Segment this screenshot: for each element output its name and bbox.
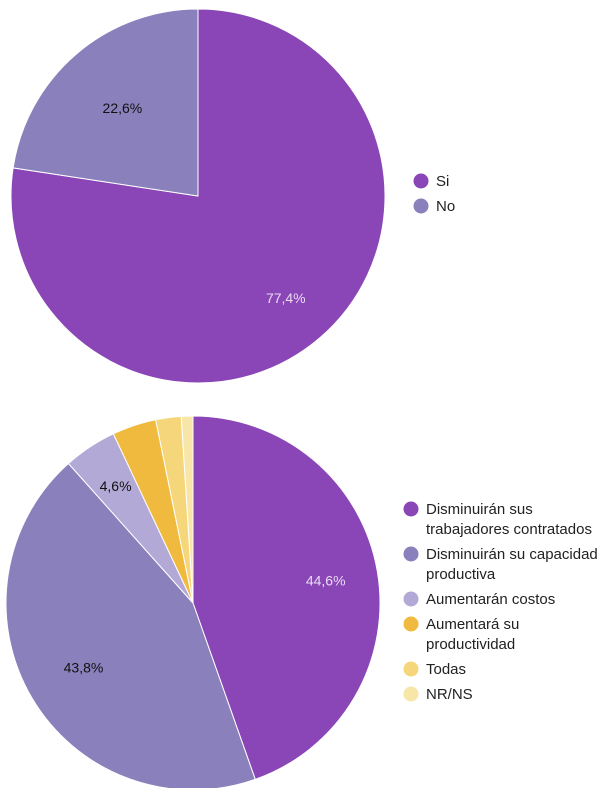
legend-label-aumentaran-costos: Aumentarán costos bbox=[426, 591, 555, 608]
legend-label-no: No bbox=[436, 198, 455, 215]
pie-chart-1: 77,4% 22,6% Si No bbox=[10, 8, 455, 384]
legend-label-si: Si bbox=[436, 173, 449, 190]
legend-label-disminuiran-su-capacidad-productiva: productiva bbox=[426, 566, 496, 583]
pie-slice-nr-ns bbox=[180, 415, 194, 604]
slice-label-no: 22,6% bbox=[103, 100, 143, 116]
legend-marker-nr-ns bbox=[403, 686, 419, 702]
legend-marker-aumentara-su-productividad bbox=[403, 616, 419, 632]
pie-slice-disminuiran-su-capacidad-productiva bbox=[5, 462, 256, 788]
legend-label-disminuiran-su-capacidad-productiva: Disminuirán su capacidad bbox=[426, 546, 598, 563]
slice-label-disminuiran-sus-trabajadores-contratados: 44,6% bbox=[306, 572, 346, 588]
legend-label-nr-ns: NR/NS bbox=[426, 686, 473, 703]
legend-marker-no bbox=[413, 198, 429, 214]
legend-marker-si bbox=[413, 173, 429, 189]
legend-marker-disminuiran-sus-trabajadores-contratados bbox=[403, 501, 419, 517]
legend-label-todas: Todas bbox=[426, 661, 466, 678]
legend-label-disminuiran-sus-trabajadores-contratados: Disminuirán sus bbox=[426, 501, 533, 518]
pie-slice-disminuiran-sus-trabajadores-contratados bbox=[192, 415, 381, 780]
legend-marker-disminuiran-su-capacidad-productiva bbox=[403, 546, 419, 562]
slice-label-si: 77,4% bbox=[266, 290, 306, 306]
slice-label-disminuiran-su-capacidad-productiva: 43,8% bbox=[64, 660, 104, 676]
slice-label-aumentaran-costos: 4,6% bbox=[100, 478, 132, 494]
pie-slice-no bbox=[12, 8, 199, 197]
legend-label-aumentara-su-productividad: Aumentará su bbox=[426, 616, 519, 633]
legend-marker-todas bbox=[403, 661, 419, 677]
legend-label-disminuiran-sus-trabajadores-contratados: trabajadores contratados bbox=[426, 521, 592, 538]
pie-chart-2: 44,6% 43,8% 4,6% Disminuirán sus trabajadore… bbox=[5, 415, 598, 788]
legend-label-aumentara-su-productividad: productividad bbox=[426, 636, 515, 653]
legend-marker-aumentaran-costos bbox=[403, 591, 419, 607]
